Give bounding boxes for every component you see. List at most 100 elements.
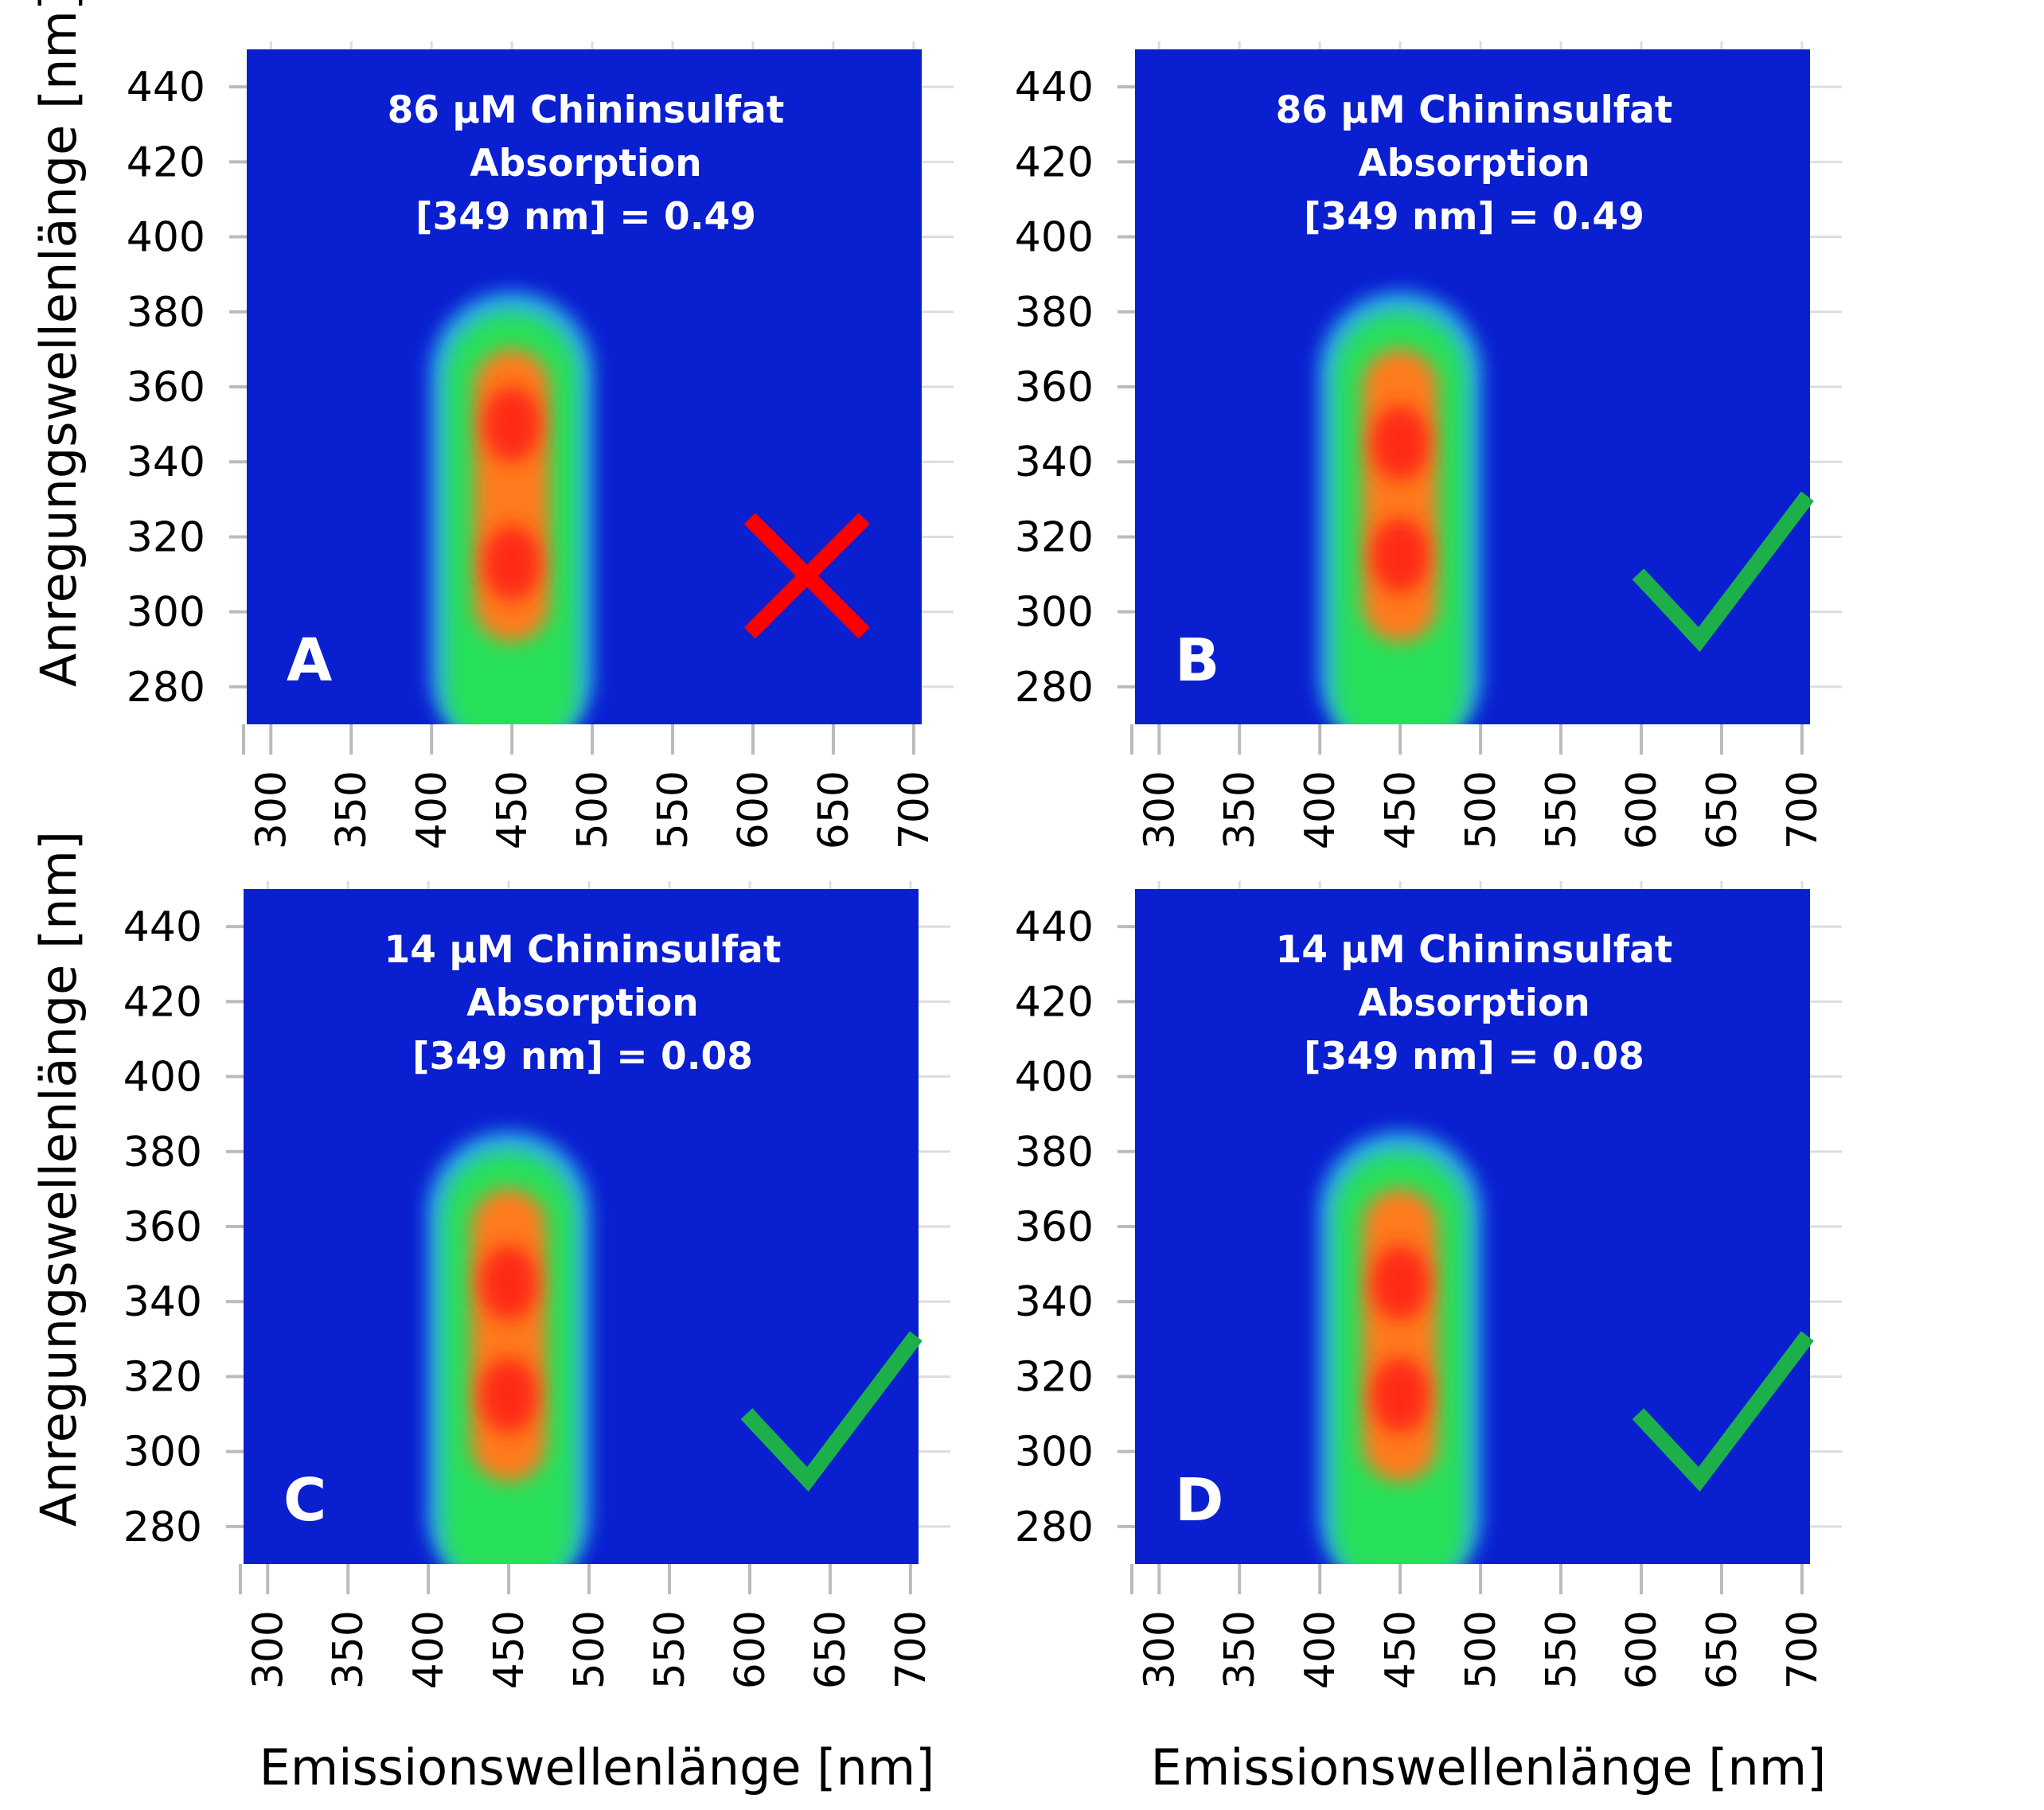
x-tick-label: 700 xyxy=(1779,770,1827,849)
y-tick-label: 400 xyxy=(123,1054,202,1102)
peak-2 xyxy=(482,525,541,601)
y-tick-label: 340 xyxy=(1015,439,1094,486)
panel-title-line: Absorption xyxy=(1358,981,1590,1025)
x-tick-label: 700 xyxy=(887,1610,935,1689)
peak-1 xyxy=(479,1245,538,1320)
panel-letter: D xyxy=(1175,1466,1223,1535)
x-tick-label: 550 xyxy=(1538,770,1586,849)
panel-b: 280 300 320 340 360 380 400 420 440 300 350 400 450 5… xyxy=(1015,41,1842,849)
y-tick-label: 380 xyxy=(1015,1129,1094,1176)
panel-letter: A xyxy=(287,626,332,695)
peak-2 xyxy=(1371,1358,1430,1433)
y-tick-label: 440 xyxy=(123,903,202,951)
panel-title-line: [349 nm] = 0.49 xyxy=(415,195,756,239)
x-tick-label: 400 xyxy=(1297,1610,1344,1689)
x-tick-label: 650 xyxy=(1699,1610,1746,1689)
y-tick-label: 400 xyxy=(1015,1054,1094,1102)
peak-2 xyxy=(1371,518,1430,593)
x-tick-label: 300 xyxy=(248,770,295,849)
x-tick-label: 350 xyxy=(325,1610,373,1689)
fluorescence-map xyxy=(1318,1131,1482,1564)
y-tick-label: 400 xyxy=(1015,214,1094,262)
x-tick-label: 300 xyxy=(244,1610,292,1689)
x-axis-label: Emissionswellenlänge [nm] xyxy=(1151,1738,1827,1796)
peak-1 xyxy=(1371,1245,1430,1320)
x-tick-label: 650 xyxy=(1699,770,1746,849)
y-tick-label: 380 xyxy=(123,1129,202,1176)
y-tick-label: 300 xyxy=(123,1429,202,1476)
y-tick-label: 280 xyxy=(1015,664,1094,712)
peak-1 xyxy=(1371,405,1430,481)
y-tick-label: 360 xyxy=(1015,1203,1094,1251)
y-tick-label: 380 xyxy=(1015,289,1094,337)
checkmark-icon xyxy=(740,1331,923,1492)
x-tick-label: 300 xyxy=(1136,770,1184,849)
y-axis-label: Anregungswellenlänge [nm] xyxy=(29,0,88,687)
y-tick-label: 360 xyxy=(123,1203,202,1251)
x-tick-label: 650 xyxy=(810,770,858,849)
y-tick-label: 300 xyxy=(127,589,205,637)
x-tick-label: 700 xyxy=(1779,1610,1827,1689)
y-tick-label: 320 xyxy=(127,513,205,561)
y-tick-label: 360 xyxy=(127,364,205,412)
x-tick-label: 550 xyxy=(646,1610,694,1689)
x-tick-label: 350 xyxy=(1216,1610,1264,1689)
x-tick-label: 600 xyxy=(727,1610,774,1689)
peak-2 xyxy=(479,1358,538,1433)
y-tick-label: 340 xyxy=(127,439,205,486)
y-tick-label: 300 xyxy=(1015,589,1094,637)
peak-1 xyxy=(482,387,541,462)
x-tick-label: 550 xyxy=(649,770,697,849)
y-tick-label: 280 xyxy=(123,1504,202,1551)
x-tick-label: 400 xyxy=(405,1610,453,1689)
y-tick-label: 320 xyxy=(123,1353,202,1401)
x-tick-label: 600 xyxy=(1618,770,1666,849)
y-tick-label: 360 xyxy=(1015,364,1094,412)
panel-title-line: Absorption xyxy=(466,981,698,1025)
y-tick-label: 440 xyxy=(1015,903,1094,951)
panel-title-line: Absorption xyxy=(470,142,701,185)
panel-c: 280 300 320 340 360 380 400 420 440 300 350 400 450 5… xyxy=(29,831,950,1796)
fluorescence-map xyxy=(1318,291,1482,724)
y-tick-label: 440 xyxy=(1015,64,1094,111)
y-tick-label: 340 xyxy=(1015,1278,1094,1326)
orange-region xyxy=(1363,1188,1438,1482)
panel-letter: C xyxy=(283,1466,326,1535)
panel-title-line: [349 nm] = 0.49 xyxy=(1304,195,1644,239)
y-tick-label: 300 xyxy=(1015,1429,1094,1476)
x-tick-label: 400 xyxy=(408,770,456,849)
cross-icon xyxy=(743,513,870,639)
x-tick-label: 500 xyxy=(1457,1610,1505,1689)
y-tick-label: 280 xyxy=(127,664,205,712)
x-tick-label: 450 xyxy=(486,1610,533,1689)
panel-d: 280 300 320 340 360 380 400 420 440 300 350 400 450 5… xyxy=(1015,881,1842,1796)
x-axis-label: Emissionswellenlänge [nm] xyxy=(259,1738,935,1796)
panel-title-line: 86 µM Chininsulfat xyxy=(388,88,785,132)
x-tick-label: 350 xyxy=(328,770,376,849)
orange-region xyxy=(1363,349,1438,642)
panel-title-line: 86 µM Chininsulfat xyxy=(1276,88,1673,132)
checkmark-icon xyxy=(1632,491,1814,652)
y-tick-label: 420 xyxy=(1015,138,1094,186)
panel-title-line: [349 nm] = 0.08 xyxy=(1304,1035,1644,1079)
y-tick-label: 320 xyxy=(1015,513,1094,561)
y-tick-label: 320 xyxy=(1015,1353,1094,1401)
y-tick-label: 340 xyxy=(123,1278,202,1326)
y-axis-label: Anregungswellenlänge [nm] xyxy=(29,831,88,1527)
panel-a: 280 300 320 340 360 380 400 420 440 300 350 400 450 5… xyxy=(29,0,954,849)
orange-region xyxy=(471,1188,547,1482)
y-tick-label: 380 xyxy=(127,289,205,337)
panel-title-line: Absorption xyxy=(1358,142,1590,185)
y-tick-label: 280 xyxy=(1015,1504,1094,1551)
panel-title-line: 14 µM Chininsulfat xyxy=(1276,928,1673,972)
y-tick-label: 440 xyxy=(127,64,205,111)
panel-letter: B xyxy=(1175,626,1219,695)
x-tick-label: 550 xyxy=(1538,1610,1586,1689)
x-tick-label: 600 xyxy=(1618,1610,1666,1689)
y-tick-label: 420 xyxy=(123,978,202,1026)
x-tick-label: 700 xyxy=(891,770,938,849)
y-tick-label: 420 xyxy=(1015,978,1094,1026)
y-tick-label: 420 xyxy=(127,138,205,186)
fluorescence-map xyxy=(430,291,594,724)
